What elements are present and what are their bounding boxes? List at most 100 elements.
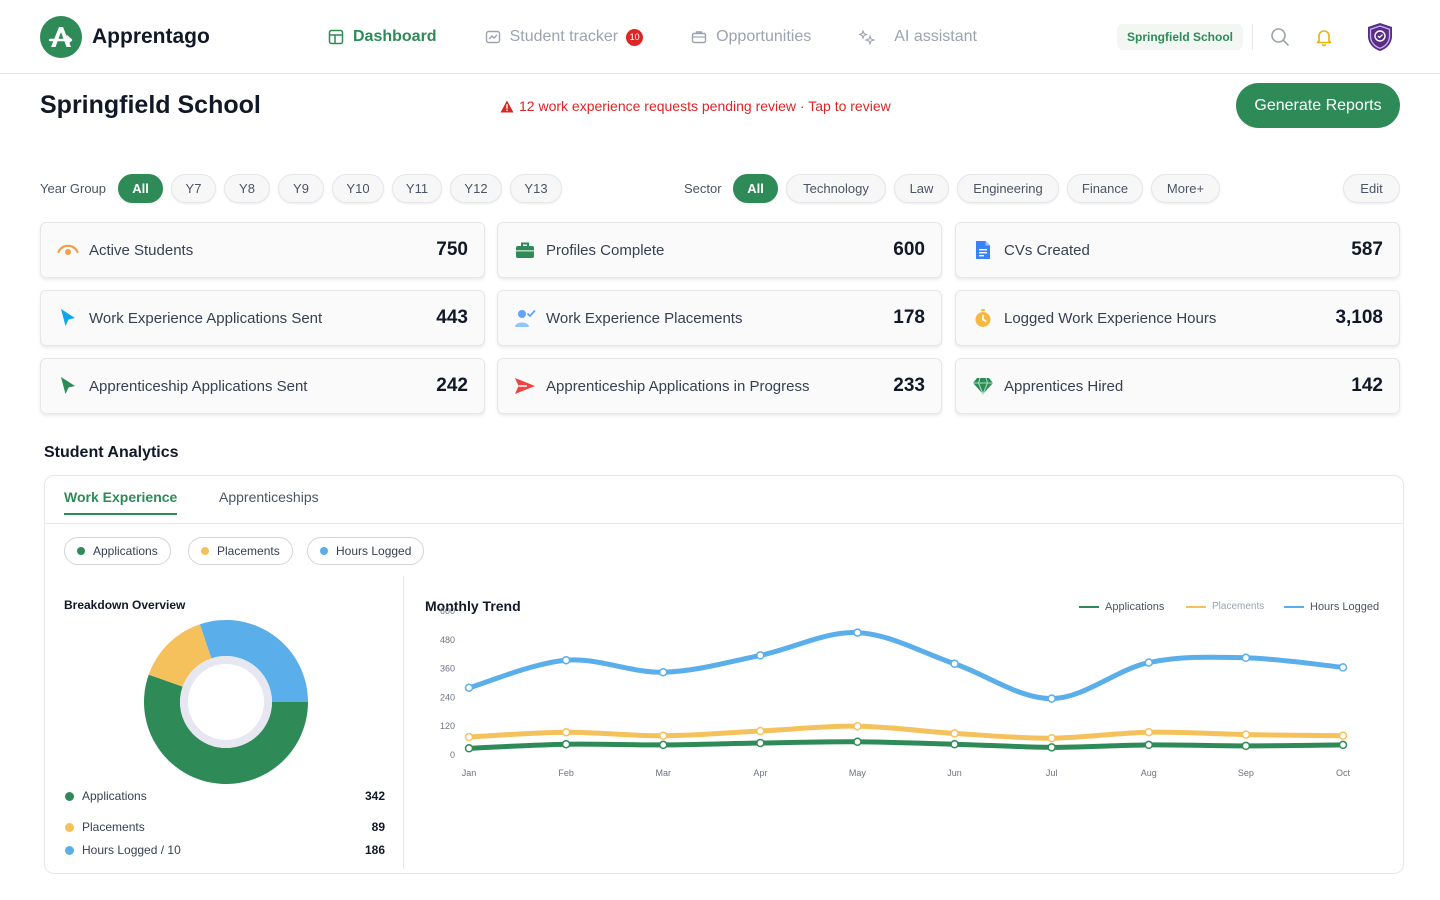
green-line-swatch-icon	[1079, 606, 1099, 608]
series-line-placements	[466, 723, 1346, 741]
eye-icon	[57, 239, 79, 261]
topbar-divider	[1252, 24, 1253, 50]
nav-opportunities-label: Opportunities	[716, 28, 812, 45]
dashboard-icon	[328, 29, 344, 45]
app-logo[interactable]: Apprentago	[40, 16, 210, 58]
stat-card-logged-hours[interactable]: Logged Work Experience Hours 3,108	[955, 290, 1400, 346]
data-point-placements	[853, 721, 862, 731]
filter-pill-placements[interactable]: Placements	[188, 537, 293, 565]
data-point-placements	[1338, 731, 1348, 741]
stat-card-we-applications-sent[interactable]: Work Experience Applications Sent 443	[40, 290, 485, 346]
search-icon[interactable]	[1269, 26, 1291, 48]
year-chip-all[interactable]: All	[118, 174, 163, 203]
filter-pill-hours-logged[interactable]: Hours Logged	[307, 537, 425, 565]
legend-label: Applications	[82, 789, 147, 803]
data-point-hours-logged	[1338, 663, 1348, 672]
sector-chip-engineering[interactable]: Engineering	[957, 174, 1059, 203]
stat-value: 443	[436, 307, 468, 328]
sector-chip-all[interactable]: All	[733, 174, 778, 203]
student-analytics-title: Student Analytics	[44, 444, 179, 461]
year-chip-y7[interactable]: Y7	[171, 174, 216, 203]
cursor-icon	[57, 307, 79, 329]
pill-label: Hours Logged	[336, 544, 412, 558]
stat-card-apprenticeship-applications-sent[interactable]: Apprenticeship Applications Sent 242	[40, 358, 485, 414]
stat-value: 587	[1351, 239, 1383, 260]
x-tick-label: Apr	[753, 768, 767, 778]
diamond-icon	[972, 375, 994, 397]
data-point-placements	[1144, 727, 1154, 737]
pending-review-alert[interactable]: 12 work experience requests pending revi…	[500, 98, 891, 114]
stat-label: Profiles Complete	[546, 241, 665, 259]
panel-divider	[403, 576, 404, 869]
data-point-hours-logged	[1047, 694, 1056, 703]
data-point-placements	[950, 729, 959, 738]
edit-filters-button[interactable]: Edit	[1343, 174, 1400, 203]
nav-opportunities[interactable]: Opportunities	[691, 28, 811, 46]
year-chip-y13[interactable]: Y13	[510, 174, 562, 203]
year-chip-y9[interactable]: Y9	[278, 174, 324, 203]
stat-card-apprenticeship-in-progress[interactable]: Apprenticeship Applications in Progress …	[497, 358, 942, 414]
stat-card-profiles-complete[interactable]: Profiles Complete 600	[497, 222, 942, 278]
bell-icon[interactable]	[1313, 26, 1335, 48]
blue-dot-icon	[65, 845, 74, 855]
page-title: Springfield School	[40, 91, 261, 119]
stat-value: 233	[893, 375, 925, 396]
nav-ai-assistant-label: AI assistant	[894, 28, 977, 45]
stat-card-we-placements[interactable]: Work Experience Placements 178	[497, 290, 942, 346]
sector-chip-more[interactable]: More+	[1151, 174, 1220, 203]
year-chip-y10[interactable]: Y10	[332, 174, 384, 203]
donut-slice-hours-logged-	[199, 620, 308, 702]
briefcase-icon	[691, 31, 707, 44]
stat-card-apprentices-hired[interactable]: Apprentices Hired 142	[955, 358, 1400, 414]
school-chip[interactable]: Springfield School	[1117, 24, 1244, 50]
analytics-tabs: Work Experience Apprenticeships	[45, 476, 1403, 524]
data-point-placements	[756, 726, 765, 736]
stat-label: Active Students	[89, 241, 194, 259]
sector-chip-law[interactable]: Law	[894, 174, 949, 203]
trend-legend-label: Placements	[1212, 601, 1265, 612]
series-line-hours-logged	[466, 630, 1346, 702]
x-tick-label: Jul	[1046, 768, 1058, 778]
data-point-placements	[658, 731, 668, 741]
stat-card-cvs-created[interactable]: CVs Created 587	[955, 222, 1400, 278]
year-chip-y12[interactable]: Y12	[450, 174, 502, 203]
nav-student-tracker[interactable]: Student tracker 10	[485, 28, 644, 46]
year-group-label: Year Group	[40, 181, 107, 196]
filter-pill-applications[interactable]: Applications	[64, 537, 171, 565]
pill-label: Placements	[217, 544, 280, 558]
generate-reports-button[interactable]: Generate Reports	[1236, 83, 1400, 128]
top-navigation-bar: Apprentago Dashboard Student tracker 10 …	[0, 0, 1440, 74]
tab-apprenticeships[interactable]: Apprenticeships	[219, 489, 319, 505]
breakdown-legend-applications: Applications 342	[65, 789, 385, 803]
nav-dashboard[interactable]: Dashboard	[328, 28, 437, 46]
sector-chip-technology[interactable]: Technology	[786, 174, 886, 203]
apprentago-logo-icon	[40, 16, 82, 58]
x-tick-label: Oct	[1336, 768, 1351, 778]
data-point-hours-logged	[853, 628, 862, 637]
pill-label: Applications	[93, 544, 158, 558]
nav-ai-assistant[interactable]: AI assistant	[859, 28, 977, 46]
stopwatch-icon	[972, 307, 994, 329]
stat-card-active-students[interactable]: Active Students 750	[40, 222, 485, 278]
green-dot-icon	[65, 791, 74, 801]
stat-value: 3,108	[1335, 307, 1383, 328]
nav-dashboard-label: Dashboard	[353, 28, 437, 45]
year-chip-y11[interactable]: Y11	[392, 174, 442, 203]
data-point-applications	[950, 739, 959, 749]
school-crest-icon[interactable]	[1366, 22, 1394, 52]
data-point-hours-logged	[950, 659, 959, 669]
series-line-applications	[466, 739, 1346, 751]
data-point-applications	[1241, 741, 1251, 751]
data-point-placements	[561, 727, 571, 737]
tab-work-experience[interactable]: Work Experience	[64, 489, 178, 515]
sector-label: Sector	[684, 181, 722, 196]
data-point-hours-logged	[1241, 653, 1251, 663]
trend-legend-label: Hours Logged	[1310, 601, 1380, 613]
stat-value: 178	[893, 307, 925, 328]
year-chip-y8[interactable]: Y8	[224, 174, 270, 203]
sector-chip-finance[interactable]: Finance	[1067, 174, 1143, 203]
data-point-placements	[464, 732, 474, 742]
person-check-icon	[514, 307, 536, 329]
alert-text: 12 work experience requests pending revi…	[519, 98, 891, 114]
stat-label: Apprenticeship Applications in Progress	[546, 377, 810, 395]
